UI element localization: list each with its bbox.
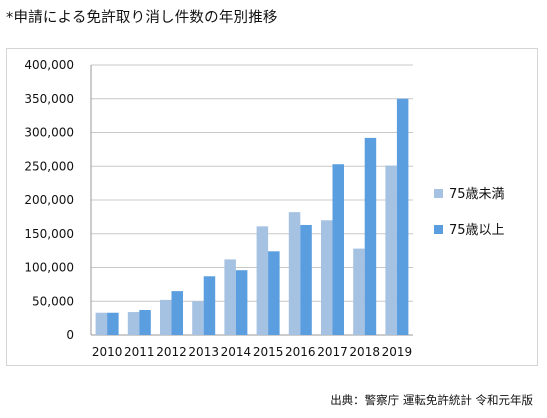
x-tick-label: 2010 [92,345,123,359]
x-tick-label: 2013 [188,345,219,359]
bar-under75 [385,165,397,335]
bar-over75 [268,251,280,335]
chart-frame [6,48,538,366]
gridlines [90,64,413,336]
bar-under75 [127,312,140,335]
bar-over75 [396,98,409,335]
x-tick-label: 2014 [221,345,252,359]
legend-label: 75歳未満 [449,187,505,202]
y-tick-label: 0 [66,328,74,342]
bar-over75 [300,224,312,335]
y-tick-label: 250,000 [24,159,74,173]
bars [95,98,409,335]
legend-swatch [434,189,443,198]
y-tick-label: 400,000 [24,58,74,72]
y-axis-ticks: 0 50,000 100,000 150,000 200,000 250,000 300,0… [24,58,74,342]
bar-under75 [321,220,333,335]
y-tick-label: 50,000 [32,294,74,308]
bar-under75 [353,248,365,335]
bar-under75 [160,299,172,335]
source-note: 出典：警察庁 運転免許統計 令和元年版 [330,393,533,407]
legend: 75歳未満 75歳以上 [434,187,505,238]
bar-over75 [364,137,377,335]
y-tick-label: 100,000 [24,261,74,275]
x-tick-label: 2016 [285,345,316,359]
bar-under75 [224,259,236,335]
legend-swatch [434,225,443,234]
bar-over75 [171,291,183,335]
x-tick-label: 2012 [156,345,187,359]
bar-over75 [235,270,248,335]
bar-under75 [95,312,108,335]
y-tick-label: 200,000 [24,193,74,207]
legend-label: 75歳以上 [449,223,505,238]
bar-under75 [192,301,204,335]
x-tick-label: 2017 [317,345,348,359]
bar-over75 [139,310,151,335]
bar-over75 [203,276,216,335]
bar-under75 [288,212,301,335]
y-tick-label: 300,000 [24,126,74,140]
x-tick-label: 2015 [253,345,284,359]
x-tick-label: 2011 [124,345,155,359]
x-axis-ticks: 2010 2011 2012 2013 2014 2015 2016 2017 2018 2019 [92,345,412,359]
y-tick-label: 150,000 [24,227,74,241]
x-tick-label: 2018 [349,345,380,359]
page-title: *申請による免許取り消し件数の年別推移 [6,10,278,26]
y-tick-label: 350,000 [24,92,74,106]
x-tick-label: 2019 [382,345,413,359]
bar-over75 [107,312,119,335]
bar-under75 [256,226,269,335]
bar-over75 [332,164,344,335]
